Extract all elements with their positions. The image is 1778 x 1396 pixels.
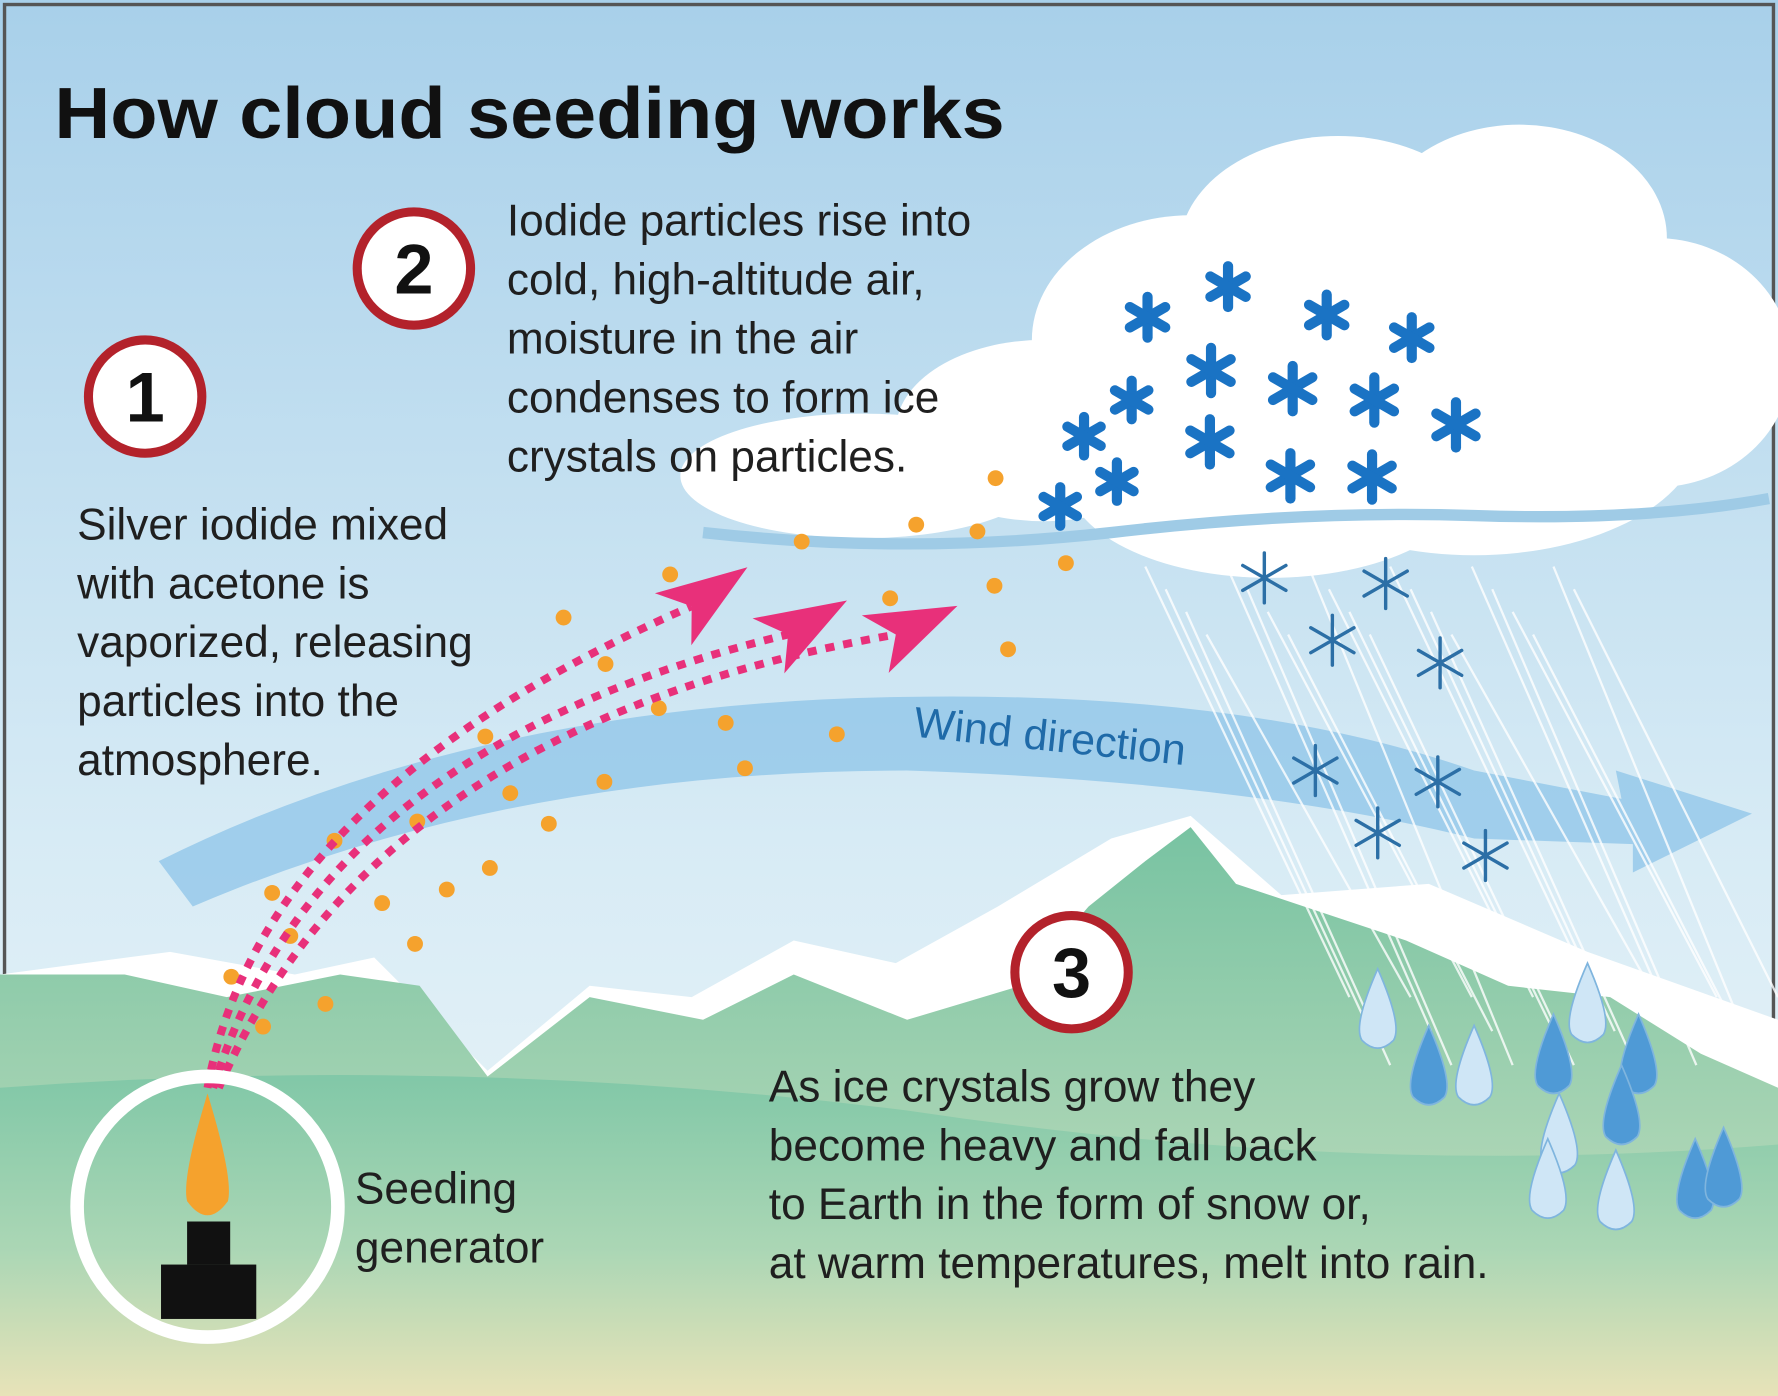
particle (718, 715, 734, 731)
particle (829, 726, 845, 742)
step-text: become heavy and fall back (769, 1121, 1318, 1170)
particle (988, 470, 1004, 486)
step-number: 1 (126, 358, 165, 437)
particle (908, 517, 924, 533)
particle (374, 895, 390, 911)
particle (737, 760, 753, 776)
generator-base (161, 1265, 256, 1319)
step-text: particles into the (77, 677, 399, 726)
step-text: with acetone is (76, 559, 369, 608)
particle (264, 885, 280, 901)
particle (477, 729, 493, 745)
particle (794, 534, 810, 550)
step-text: at warm temperatures, melt into rain. (769, 1239, 1489, 1288)
particle (255, 1019, 271, 1035)
particle (556, 610, 572, 626)
particle (970, 524, 986, 540)
particle (1000, 641, 1016, 657)
step-text: atmosphere. (77, 736, 323, 785)
particle (318, 996, 334, 1012)
particle (882, 590, 898, 606)
particle (439, 882, 455, 898)
step-text: As ice crystals grow they (769, 1062, 1255, 1111)
particle (502, 785, 518, 801)
particle (482, 860, 498, 876)
step-text: cold, high-altitude air, (507, 256, 925, 305)
step-text: vaporized, releasing (77, 618, 473, 667)
particle (598, 656, 614, 672)
step-text: to Earth in the form of snow or, (769, 1180, 1371, 1229)
step-number: 2 (394, 230, 433, 309)
step-text: Iodide particles rise into (507, 197, 971, 246)
particle (541, 816, 557, 832)
generator-label: Seeding (355, 1164, 517, 1213)
generator-label: generator (355, 1223, 544, 1272)
particle (407, 936, 423, 952)
particle (596, 774, 612, 790)
step-text: moisture in the air (507, 315, 858, 364)
particle (662, 567, 678, 583)
step-text: Silver iodide mixed (77, 500, 448, 549)
title: How cloud seeding works (54, 73, 1004, 154)
step-text: crystals on particles. (507, 432, 907, 481)
step-text: condenses to form ice (507, 373, 939, 422)
burner (187, 1222, 230, 1265)
infographic: How cloud seeding works 1 Silver iodide mi… (0, 0, 1778, 1396)
particle (1058, 555, 1074, 571)
step-number: 3 (1052, 933, 1091, 1012)
particle (987, 578, 1003, 594)
